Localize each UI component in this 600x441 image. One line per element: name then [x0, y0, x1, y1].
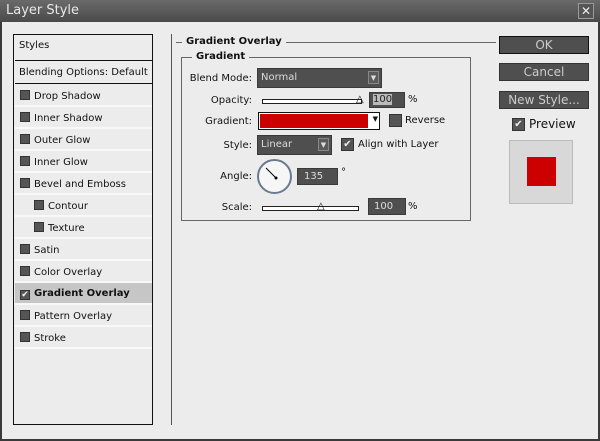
scale-value: 100	[374, 201, 394, 212]
style-item-label: Satin	[34, 245, 60, 256]
style-checkbox[interactable]	[20, 266, 30, 276]
preview-label: Preview	[529, 117, 576, 131]
style-checkbox[interactable]	[20, 332, 30, 342]
scale-slider[interactable]: △	[262, 201, 359, 212]
style-item-label: Drop Shadow	[34, 91, 101, 102]
chevron-down-icon[interactable]: ▼	[372, 115, 378, 123]
align-checkbox[interactable]: ✔	[341, 138, 354, 151]
group-divider	[176, 42, 496, 43]
preview-thumbnail	[509, 140, 573, 204]
style-checkbox[interactable]	[34, 200, 44, 210]
style-checkbox[interactable]	[20, 112, 30, 122]
style-checkbox[interactable]	[20, 244, 30, 254]
style-item-inner-glow[interactable]: Inner Glow	[15, 151, 152, 173]
gradient-picker[interactable]: ▼	[258, 112, 380, 130]
style-checkbox[interactable]	[20, 178, 30, 188]
style-item-label: Bevel and Emboss	[34, 179, 126, 190]
style-item-label: Pattern Overlay	[34, 311, 113, 322]
opacity-slider[interactable]: △	[262, 94, 364, 105]
angle-unit: °	[341, 167, 346, 178]
angle-input[interactable]: 135	[297, 168, 338, 185]
style-item-drop-shadow[interactable]: Drop Shadow	[15, 85, 152, 107]
blending-options[interactable]: Blending Options: Default	[15, 63, 152, 84]
opacity-unit: %	[408, 94, 418, 105]
styles-list: Styles Blending Options: Default Drop Sh…	[13, 34, 153, 425]
style-item-outer-glow[interactable]: Outer Glow	[15, 129, 152, 151]
ok-button[interactable]: OK	[499, 36, 589, 54]
new-style-button[interactable]: New Style...	[499, 91, 589, 109]
style-item-label: Gradient Overlay	[34, 288, 130, 299]
blend-mode-value: Normal	[261, 72, 298, 83]
style-item-label: Texture	[48, 223, 85, 234]
close-icon[interactable]: ✕	[578, 3, 594, 19]
preview-checkbox[interactable]: ✔	[512, 118, 525, 131]
align-label: Align with Layer	[358, 139, 439, 150]
style-item-label: Stroke	[34, 333, 66, 344]
style-item-label: Contour	[48, 201, 88, 212]
style-value: Linear	[261, 139, 293, 150]
style-checkbox[interactable]	[20, 310, 30, 320]
style-item-contour[interactable]: Contour	[15, 195, 152, 217]
reverse-checkbox[interactable]	[389, 114, 402, 127]
chevron-down-icon: ▼	[368, 71, 379, 84]
style-checkbox[interactable]	[20, 90, 30, 100]
style-item-texture[interactable]: Texture	[15, 217, 152, 239]
cancel-button[interactable]: Cancel	[499, 63, 589, 81]
styles-header[interactable]: Styles	[15, 35, 152, 61]
reverse-label: Reverse	[405, 115, 446, 126]
opacity-input[interactable]: 100	[369, 92, 405, 108]
preview-swatch	[527, 157, 556, 186]
style-item-inner-shadow[interactable]: Inner Shadow	[15, 107, 152, 129]
scale-input[interactable]: 100	[368, 198, 406, 215]
style-item-satin[interactable]: Satin	[15, 239, 152, 261]
style-item-label: Inner Shadow	[34, 113, 103, 124]
opacity-value: 100	[373, 94, 393, 105]
style-item-label: Outer Glow	[34, 135, 91, 146]
gradient-label: Gradient:	[205, 116, 252, 127]
style-select[interactable]: Linear ▼	[257, 135, 332, 155]
style-checkbox[interactable]	[20, 156, 30, 166]
style-item-color-overlay[interactable]: Color Overlay	[15, 261, 152, 283]
group-title: Gradient	[192, 51, 250, 62]
style-item-gradient-overlay[interactable]: ✔ Gradient Overlay	[15, 283, 152, 305]
settings-panel	[171, 34, 489, 425]
angle-value: 135	[304, 171, 324, 182]
window-title: Layer Style	[6, 3, 80, 18]
angle-dial[interactable]	[257, 159, 292, 194]
style-checkbox[interactable]	[20, 134, 30, 144]
opacity-label: Opacity:	[210, 95, 252, 106]
gradient-group	[181, 57, 471, 221]
chevron-down-icon: ▼	[318, 138, 329, 151]
gradient-swatch[interactable]	[260, 114, 368, 128]
section-title: Gradient Overlay	[182, 36, 286, 47]
angle-label: Angle:	[220, 171, 252, 182]
blend-mode-label: Blend Mode:	[189, 73, 252, 84]
style-item-stroke[interactable]: Stroke	[15, 327, 152, 349]
style-checkbox[interactable]	[34, 222, 44, 232]
title-bar: Layer Style	[0, 0, 600, 22]
style-item-label: Inner Glow	[34, 157, 88, 168]
style-item-label: Color Overlay	[34, 267, 103, 278]
blend-mode-select[interactable]: Normal ▼	[257, 68, 382, 88]
scale-unit: %	[408, 201, 418, 212]
style-label: Style:	[223, 140, 253, 151]
style-checkbox[interactable]: ✔	[20, 290, 30, 300]
scale-label: Scale:	[221, 202, 252, 213]
style-item-pattern-overlay[interactable]: Pattern Overlay	[15, 305, 152, 327]
style-item-bevel-and-emboss[interactable]: Bevel and Emboss	[15, 173, 152, 195]
